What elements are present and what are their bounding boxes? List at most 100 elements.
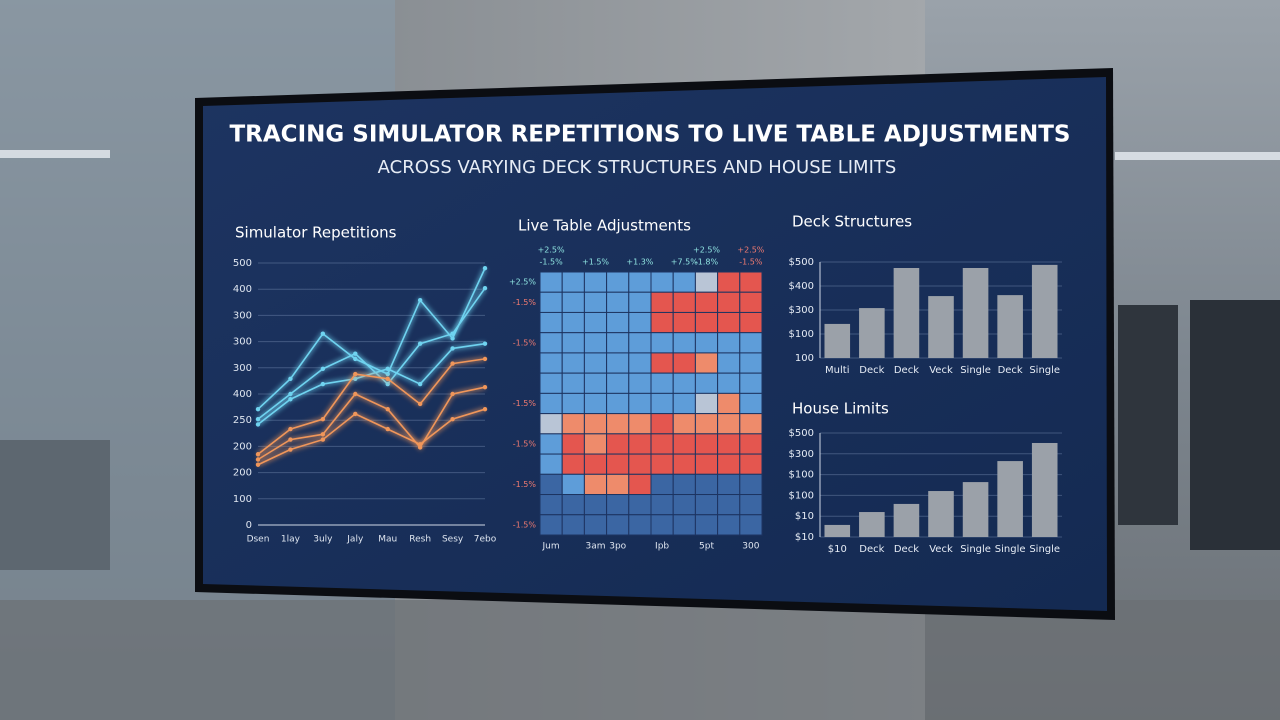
line-point <box>482 341 488 346</box>
heatmap-cell <box>583 433 608 455</box>
floor <box>0 600 1280 720</box>
line-series <box>257 386 486 461</box>
heatmap-cell <box>539 473 563 496</box>
heatmap-cell <box>539 453 563 475</box>
dashboard-title: TRACING SIMULATOR REPETITIONS TO LIVE TA… <box>229 122 1070 148</box>
heatmap-cell <box>606 413 630 435</box>
line-point <box>450 391 455 397</box>
heatmap-cell <box>650 372 674 394</box>
heatmap-cell <box>539 514 563 536</box>
heatmap-cell <box>606 352 630 374</box>
x-tick-label: Deck <box>894 365 919 376</box>
y-tick-label: 300 <box>233 363 252 374</box>
bar <box>997 295 1023 358</box>
heatmap-cell <box>694 494 719 516</box>
heatmap-cell <box>694 372 719 394</box>
y-tick-label: 200 <box>233 441 252 452</box>
heatmap-cell <box>739 352 763 374</box>
heatmap-cell <box>561 413 585 435</box>
line-point <box>417 381 423 387</box>
bar <box>1031 442 1058 537</box>
y-tick-label: 100 <box>795 353 814 364</box>
top-label: -1.5% <box>539 258 563 267</box>
heatmap-cell <box>672 433 696 455</box>
heatmap-cell <box>561 372 585 394</box>
heatmap-cell <box>672 453 696 475</box>
x-tick-label: Veck <box>929 544 953 555</box>
heatmap-cell <box>717 372 741 394</box>
line-point <box>482 285 488 291</box>
x-tick-label: Single <box>960 365 991 376</box>
heatmap-cell <box>583 332 608 354</box>
heatmap-cell <box>561 514 585 536</box>
heatmap-cell <box>739 291 763 313</box>
heatmap-cell <box>628 372 652 394</box>
line-point <box>288 437 293 442</box>
heatmap-cell <box>650 392 674 415</box>
chart-title: House Limits <box>792 400 889 418</box>
y-tick-label: $100 <box>789 490 814 501</box>
heatmap-cell <box>672 514 696 536</box>
line-point <box>320 437 326 442</box>
x-tick-label: 5pt <box>699 542 714 552</box>
line-point <box>288 376 293 382</box>
bar <box>1031 264 1058 358</box>
heatmap-cell <box>583 372 608 394</box>
heatmap-cell <box>650 311 674 334</box>
y-tick-label: 100 <box>233 494 252 505</box>
x-tick-label: Multi <box>825 365 849 376</box>
heatmap-cell <box>694 332 719 354</box>
heatmap-cell <box>650 433 674 455</box>
heatmap-cell <box>628 413 652 435</box>
x-tick-label: Sesy <box>442 535 464 545</box>
heatmap-cell <box>650 473 674 496</box>
bar <box>859 308 885 358</box>
heatmap-cell <box>694 473 719 496</box>
heatmap-cell <box>739 271 763 293</box>
heatmap-cell <box>628 433 652 455</box>
heatmap-cell <box>539 352 563 374</box>
heatmap-cell <box>628 352 652 374</box>
y-tick-label: 400 <box>233 284 252 295</box>
heatmap-cell <box>583 352 608 374</box>
heatmap-cell <box>694 352 719 374</box>
y-tick-label: $500 <box>789 428 814 439</box>
heatmap-cell <box>650 271 674 293</box>
line-point <box>450 416 455 422</box>
heatmap-cell <box>672 271 696 293</box>
heatmap-cell <box>672 291 696 313</box>
heatmap-cell <box>561 352 585 374</box>
line-series <box>257 408 486 466</box>
y-tick-label: $300 <box>789 305 814 316</box>
heatmap-cell <box>606 453 630 475</box>
bar <box>824 323 851 358</box>
heatmap-cell <box>717 311 741 334</box>
y-tick-label: $300 <box>789 449 814 460</box>
line-point <box>320 366 326 372</box>
line-point <box>353 351 358 356</box>
heatmap-cell <box>694 514 719 536</box>
line-point <box>417 445 423 450</box>
heatmap-cell <box>561 494 585 516</box>
y-tick-label: $100 <box>789 329 814 340</box>
heatmap-cell <box>717 291 741 313</box>
heatmap-cell <box>739 311 763 334</box>
y-tick-label: 250 <box>233 415 252 426</box>
row-label: -1.5% <box>513 338 537 347</box>
heatmap-cell <box>583 311 608 334</box>
server-rack <box>1118 305 1178 525</box>
heatmap-cell <box>717 392 741 415</box>
heatmap-cell <box>717 433 741 455</box>
heatmap-cell <box>739 372 763 394</box>
line-point <box>450 336 455 341</box>
heatmap-cell <box>539 372 563 394</box>
y-tick-label: $10 <box>795 511 814 522</box>
line-point <box>417 298 423 303</box>
x-tick-label: 7ebo <box>474 535 497 545</box>
line-point <box>320 432 326 437</box>
row-label: -1.5% <box>513 399 537 408</box>
heatmap-cell <box>672 311 696 334</box>
line-series <box>257 287 486 420</box>
x-tick-label: Veck <box>929 365 953 376</box>
